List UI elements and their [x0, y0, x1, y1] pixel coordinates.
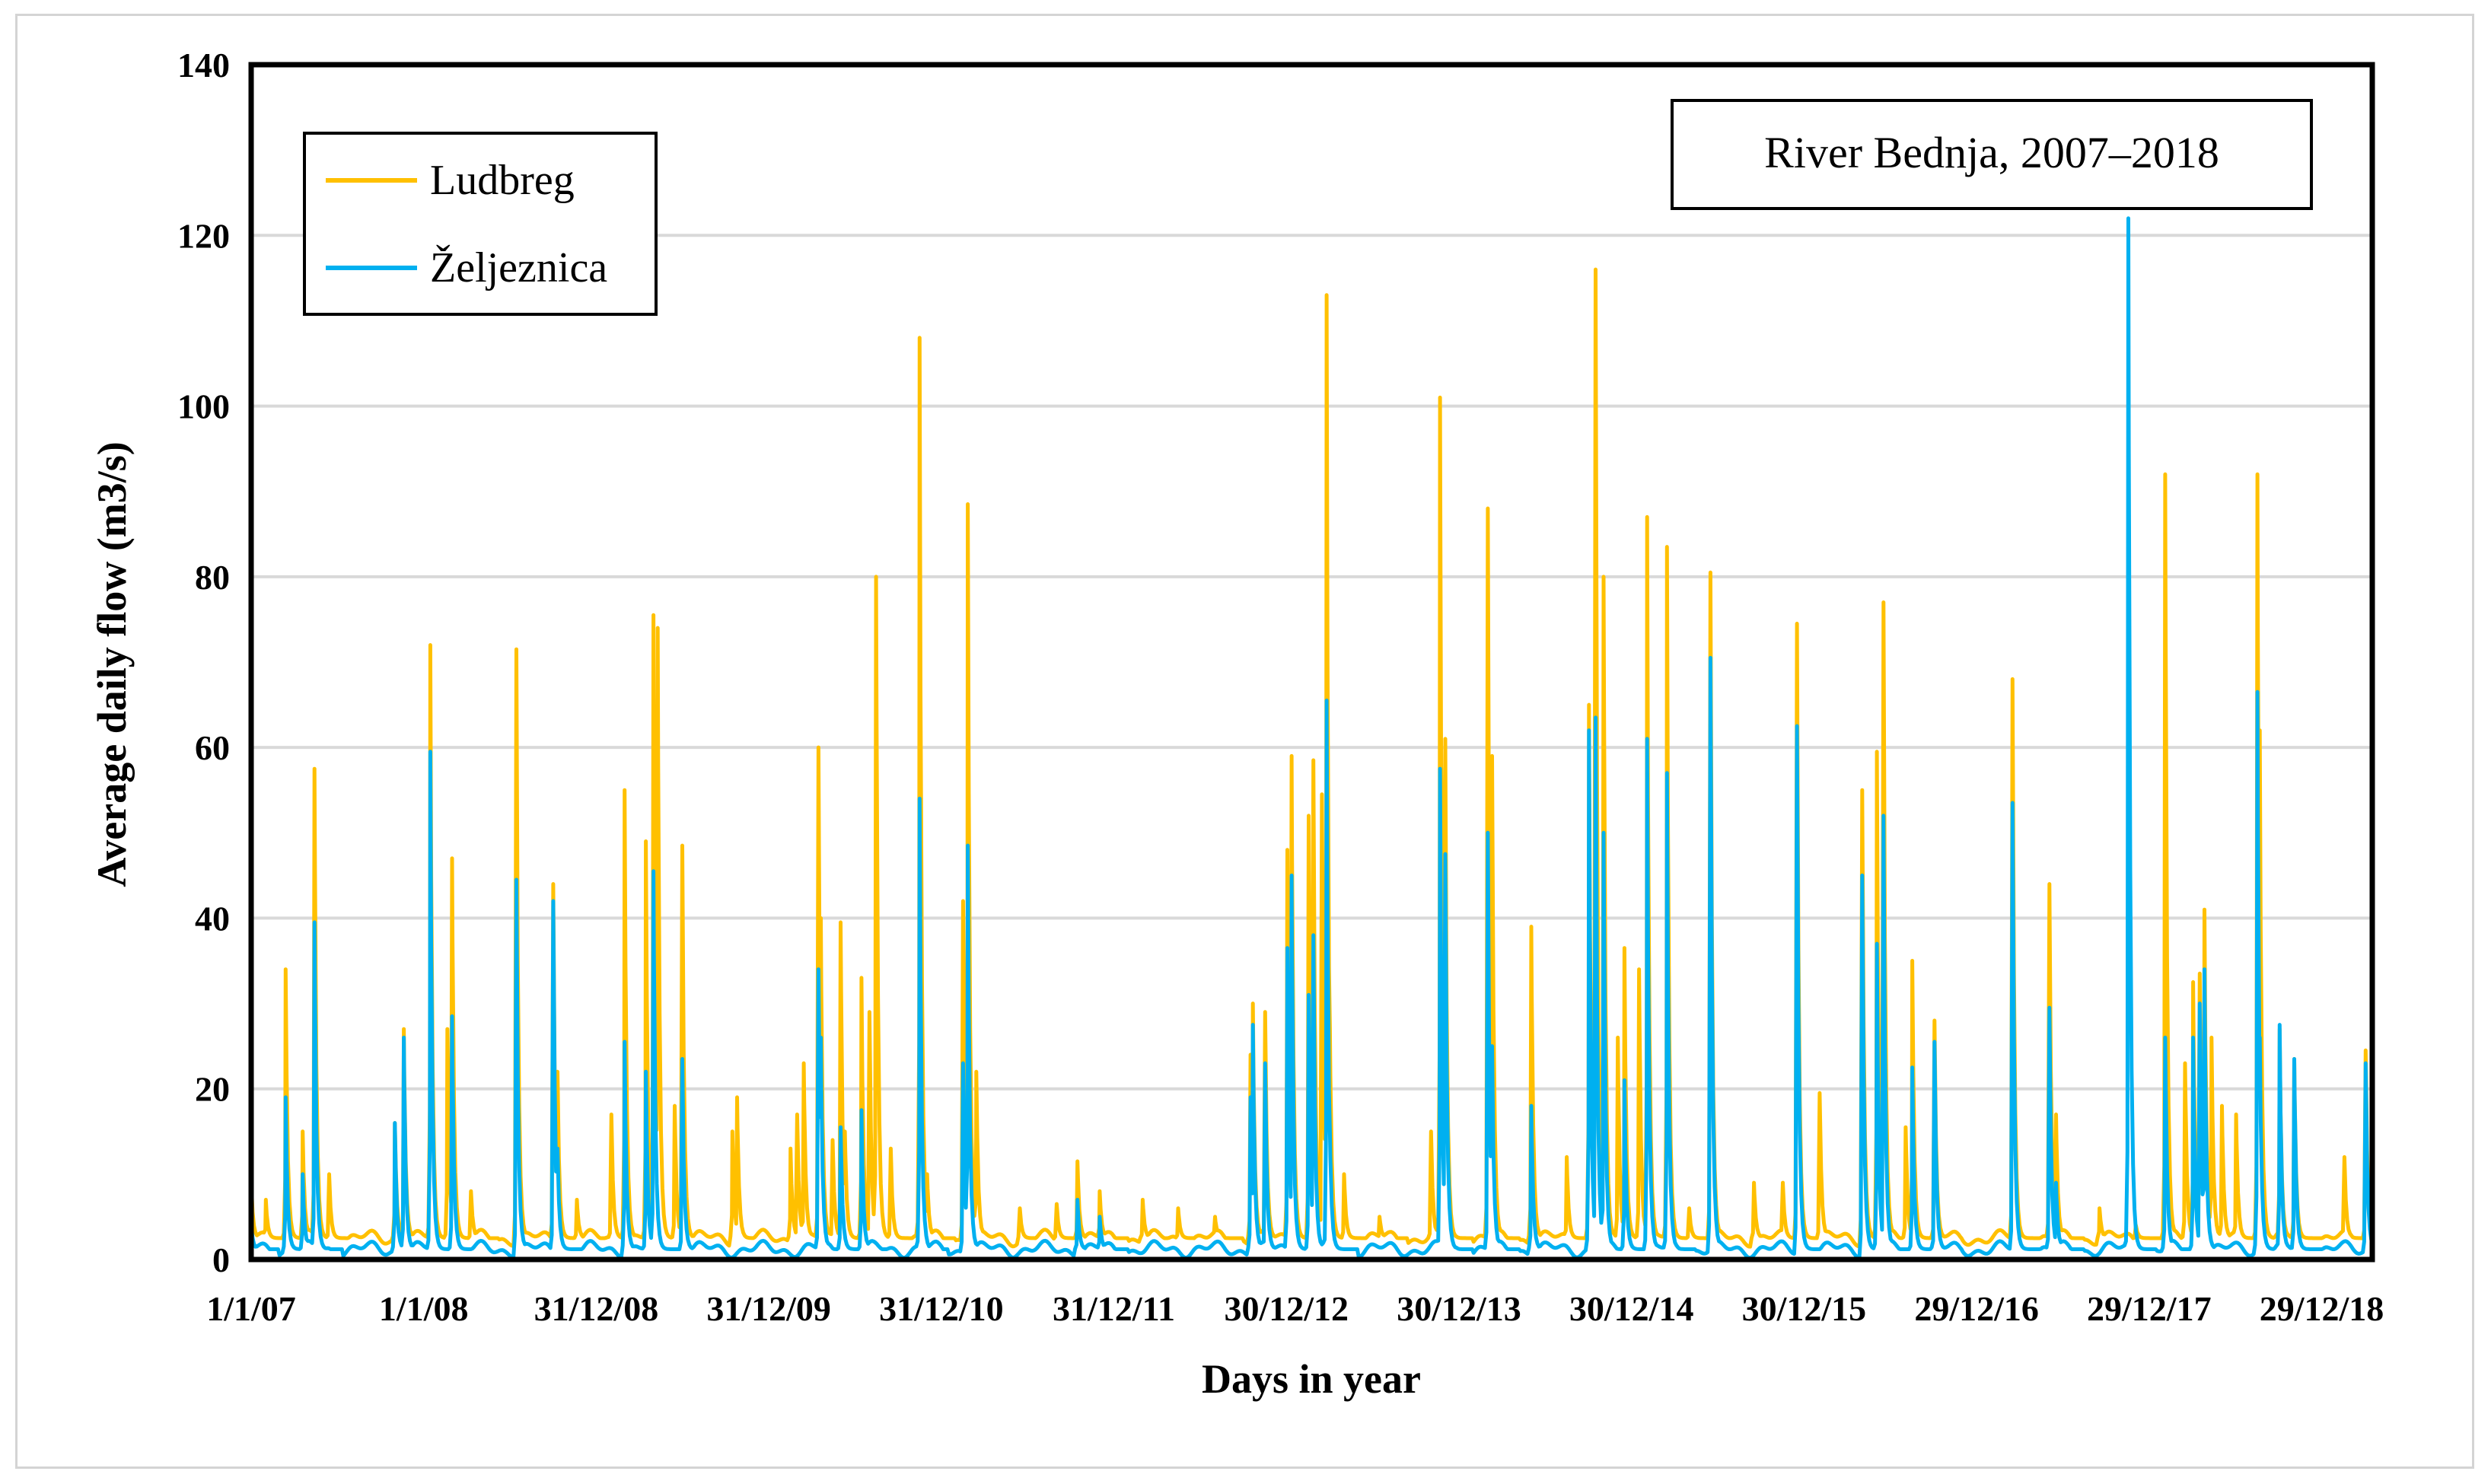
x-tick-label: 1/1/08 [379, 1289, 469, 1328]
y-axis-ticks: 0 20 40 60 80 100 120 140 [177, 46, 230, 1279]
y-tick-label: 0 [212, 1240, 230, 1279]
annotation-text: River Bednja, 2007–2018 [1764, 128, 2219, 177]
x-tick-label: 31/12/10 [879, 1289, 1004, 1328]
legend-label-ludbreg: Ludbreg [430, 157, 575, 204]
x-tick-label: 30/12/14 [1569, 1289, 1694, 1328]
x-tick-label: 31/12/11 [1053, 1289, 1175, 1328]
y-tick-label: 100 [177, 387, 230, 426]
x-tick-label: 30/12/12 [1224, 1289, 1349, 1328]
y-tick-label: 60 [195, 728, 230, 767]
y-tick-label: 40 [195, 899, 230, 938]
annotation-frame [1671, 99, 2313, 210]
annotation-box: River Bednja, 2007–2018 [1671, 99, 2313, 210]
y-tick-label: 20 [195, 1070, 230, 1109]
y-tick-label: 140 [177, 46, 230, 84]
plot-area-border [248, 62, 2375, 1263]
x-tick-label: 1/1/07 [206, 1289, 296, 1328]
x-tick-label: 31/12/09 [706, 1289, 831, 1328]
x-tick-label: 29/12/17 [2087, 1289, 2212, 1328]
legend: Ludbreg Željeznica [303, 132, 658, 316]
x-tick-label: 29/12/18 [2260, 1289, 2384, 1328]
x-axis-ticks: 1/1/07 1/1/08 31/12/08 31/12/09 31/12/10 31/1… [206, 1289, 2384, 1328]
x-tick-label: 30/12/13 [1397, 1289, 1521, 1328]
line-zeljeznica [249, 216, 2374, 1260]
x-tick-label: 29/12/16 [1914, 1289, 2039, 1328]
x-tick-label: 30/12/15 [1742, 1289, 1867, 1328]
series-zeljeznica [249, 216, 2374, 1260]
y-axis-title: Average daily flow (m3/s) [89, 441, 135, 887]
y-tick-label: 120 [177, 216, 230, 255]
legend-box [303, 132, 658, 316]
x-tick-label: 31/12/08 [534, 1289, 659, 1328]
x-axis-title: Days in year [1202, 1356, 1421, 1402]
y-tick-label: 80 [195, 558, 230, 597]
gridlines [251, 234, 2372, 1091]
legend-label-zeljeznica: Željeznica [430, 244, 607, 291]
